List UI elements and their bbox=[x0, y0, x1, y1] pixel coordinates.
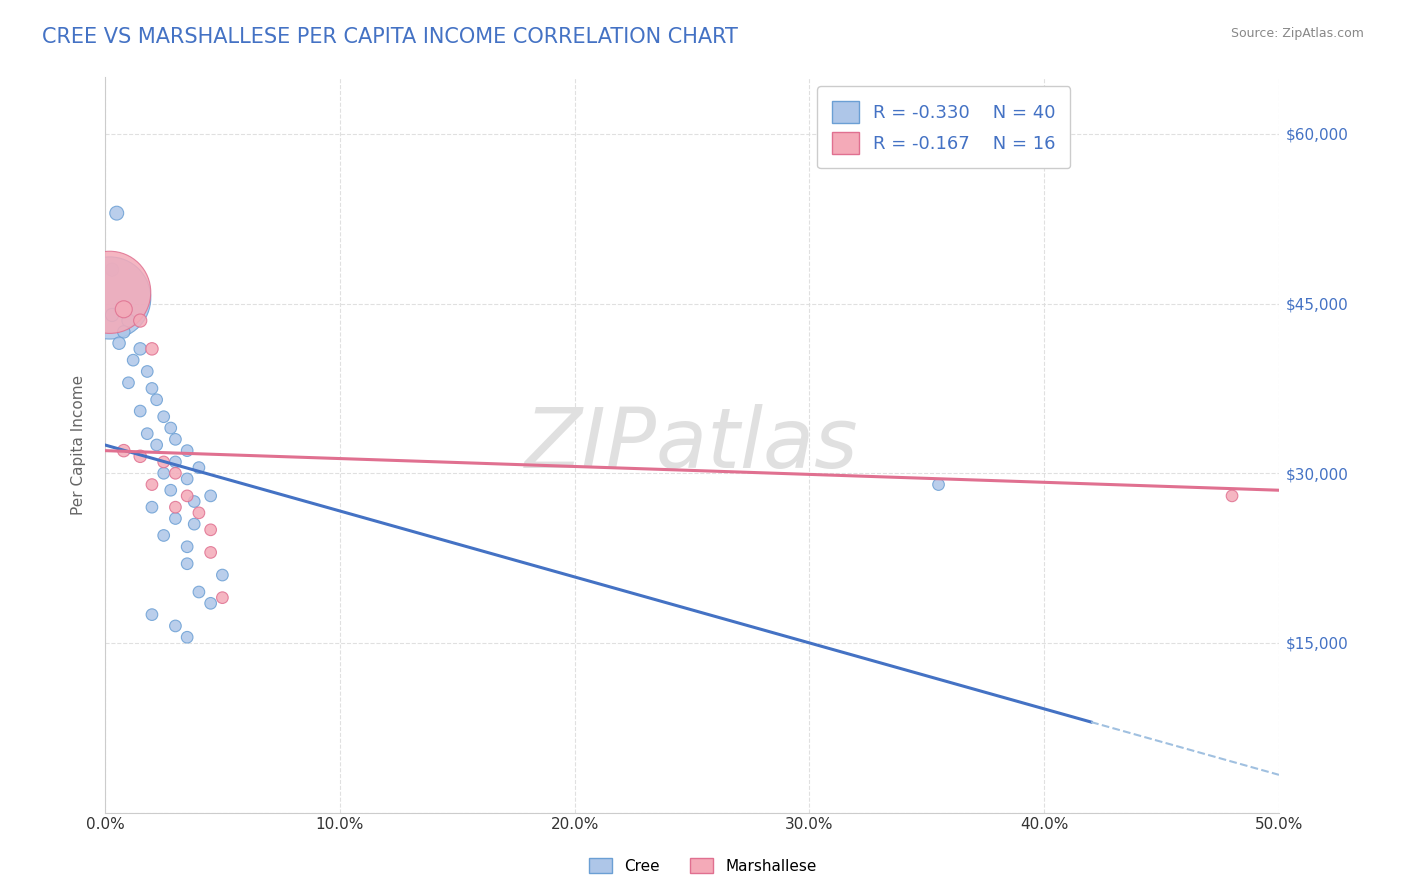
Point bbox=[183, 494, 205, 508]
Point bbox=[187, 585, 209, 599]
Point bbox=[141, 500, 163, 515]
Point bbox=[176, 557, 198, 571]
Point bbox=[165, 619, 187, 633]
Point bbox=[117, 376, 139, 390]
Point bbox=[176, 443, 198, 458]
Point bbox=[141, 342, 163, 356]
Point bbox=[165, 455, 187, 469]
Point bbox=[183, 517, 205, 532]
Point bbox=[165, 511, 187, 525]
Point bbox=[112, 443, 135, 458]
Legend: R = -0.330    N = 40, R = -0.167    N = 16: R = -0.330 N = 40, R = -0.167 N = 16 bbox=[817, 87, 1070, 169]
Point bbox=[165, 433, 187, 447]
Text: ZIPatlas: ZIPatlas bbox=[526, 404, 859, 485]
Point bbox=[108, 336, 131, 351]
Point bbox=[152, 455, 174, 469]
Point bbox=[101, 308, 124, 322]
Point bbox=[176, 630, 198, 644]
Point bbox=[928, 477, 950, 491]
Point bbox=[112, 302, 135, 317]
Point bbox=[200, 596, 222, 610]
Point bbox=[136, 364, 159, 378]
Point bbox=[141, 477, 163, 491]
Point bbox=[129, 313, 152, 327]
Point bbox=[176, 472, 198, 486]
Point bbox=[129, 342, 152, 356]
Point bbox=[159, 483, 181, 498]
Point bbox=[98, 291, 121, 305]
Point bbox=[187, 506, 209, 520]
Y-axis label: Per Capita Income: Per Capita Income bbox=[72, 375, 86, 515]
Point bbox=[152, 467, 174, 481]
Point bbox=[122, 353, 145, 368]
Point bbox=[200, 489, 222, 503]
Point bbox=[176, 540, 198, 554]
Point bbox=[129, 450, 152, 464]
Point bbox=[152, 528, 174, 542]
Point bbox=[145, 392, 167, 407]
Point bbox=[165, 467, 187, 481]
Point bbox=[98, 285, 121, 300]
Point bbox=[141, 607, 163, 622]
Point bbox=[187, 460, 209, 475]
Point bbox=[117, 313, 139, 327]
Text: Source: ZipAtlas.com: Source: ZipAtlas.com bbox=[1230, 27, 1364, 40]
Point bbox=[105, 206, 128, 220]
Point bbox=[200, 523, 222, 537]
Point bbox=[112, 325, 135, 339]
Point bbox=[165, 500, 187, 515]
Text: CREE VS MARSHALLESE PER CAPITA INCOME CORRELATION CHART: CREE VS MARSHALLESE PER CAPITA INCOME CO… bbox=[42, 27, 738, 46]
Point bbox=[129, 404, 152, 418]
Point bbox=[145, 438, 167, 452]
Point bbox=[152, 409, 174, 424]
Point bbox=[159, 421, 181, 435]
Point bbox=[136, 426, 159, 441]
Point bbox=[211, 591, 233, 605]
Point bbox=[176, 489, 198, 503]
Point bbox=[211, 568, 233, 582]
Point bbox=[141, 381, 163, 395]
Point bbox=[200, 545, 222, 559]
Legend: Cree, Marshallese: Cree, Marshallese bbox=[583, 852, 823, 880]
Point bbox=[101, 262, 124, 277]
Point bbox=[1220, 489, 1243, 503]
